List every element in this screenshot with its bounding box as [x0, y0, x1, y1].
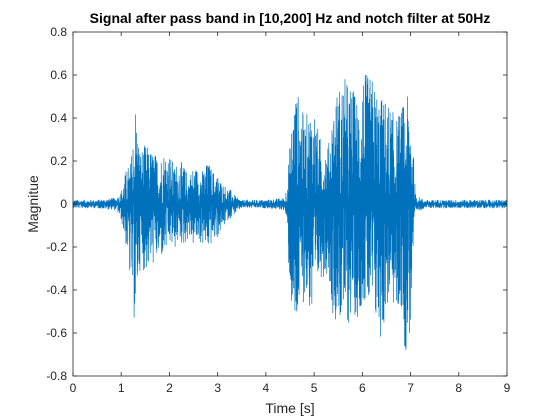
x-tick-label: 6 — [359, 381, 366, 395]
x-tick-label: 2 — [166, 381, 173, 395]
x-tick-label: 4 — [263, 381, 270, 395]
y-tick-label: 0 — [60, 197, 67, 211]
signal-layer — [72, 75, 508, 350]
y-tick-label: -0.2 — [46, 240, 67, 254]
x-tick-label: 5 — [311, 381, 318, 395]
y-tick-label: 0.4 — [50, 111, 67, 125]
x-tick-label: 7 — [407, 381, 414, 395]
signal-line — [72, 75, 508, 350]
x-tick-label: 8 — [455, 381, 462, 395]
y-tick-label: 0.2 — [50, 154, 67, 168]
x-axis: 0 1 2 3 4 5 6 7 8 9 — [70, 32, 511, 395]
y-tick-label: -0.4 — [46, 283, 67, 297]
y-axis: -0.8 -0.6 -0.4 -0.2 0 0.2 0.4 0.6 0.8 — [46, 25, 507, 383]
x-tick-label: 9 — [504, 381, 511, 395]
x-tick-label: 3 — [214, 381, 221, 395]
chart-title: Signal after pass band in [10,200] Hz an… — [90, 10, 491, 26]
x-tick-label: 0 — [70, 381, 77, 395]
x-tick-label: 1 — [118, 381, 125, 395]
y-tick-label: -0.8 — [46, 369, 67, 383]
x-axis-label: Time [s] — [265, 400, 314, 416]
y-tick-label: -0.6 — [46, 326, 67, 340]
y-axis-label: Magnitue — [25, 175, 41, 233]
y-tick-label: 0.8 — [50, 25, 67, 39]
y-tick-label: 0.6 — [50, 68, 67, 82]
